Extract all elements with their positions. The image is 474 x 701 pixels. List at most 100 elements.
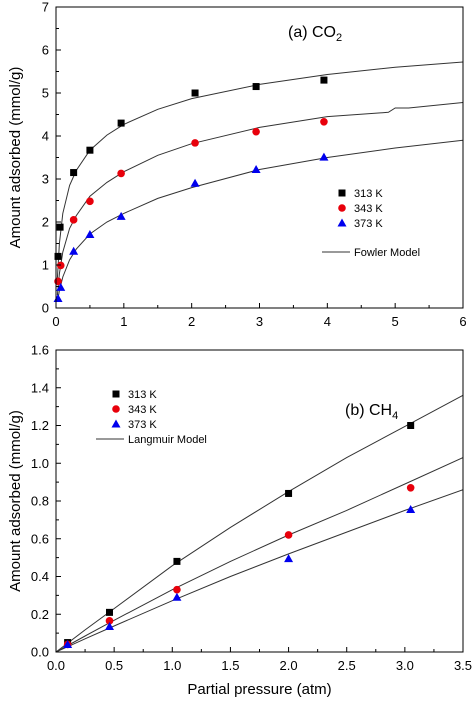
x-tick-label: 3: [256, 314, 263, 329]
x-axis-title: Partial pressure (atm): [187, 681, 331, 698]
panel-title: (b) CH4: [345, 402, 398, 422]
data-point: [407, 422, 415, 429]
y-tick-label: 1.2: [31, 418, 49, 433]
y-tick-label: 0.8: [31, 494, 49, 509]
data-point: [56, 223, 64, 231]
data-point: [284, 554, 294, 563]
data-point: [56, 282, 66, 291]
panel-title: (a) CO2: [288, 24, 342, 44]
panel-title-text: (b) CH: [345, 402, 392, 419]
y-axis-title: Amount adsorbed (mmol/g): [7, 67, 24, 249]
x-tick-label: 0: [52, 314, 59, 329]
legend-marker: [337, 218, 347, 227]
legend-entry: 313 K: [128, 389, 157, 401]
x-tick-label: 1.0: [163, 658, 181, 673]
model-curve-3: [56, 139, 463, 302]
x-tick-label: 2.0: [280, 658, 298, 673]
legend-marker: [111, 419, 121, 428]
y-tick-label: 3: [42, 172, 49, 187]
y-tick-label: 6: [42, 43, 49, 58]
x-tick-label: 1.5: [221, 658, 239, 673]
data-point: [320, 76, 328, 84]
chart-panel-a: 0 1 2 3 4 5 6 0 1 2 3 4 5 6 7 Amount adsorbed (mmol/g) (…: [7, 0, 467, 329]
y-tick-label: 0.0: [31, 645, 49, 660]
model-curves: [56, 394, 463, 652]
x-tick-label: 3.5: [454, 658, 472, 673]
legend-entry: 373 K: [354, 218, 383, 230]
data-point: [285, 489, 293, 497]
data-point: [86, 197, 94, 206]
legend-entry: 373 K: [128, 419, 157, 431]
data-point: [85, 229, 95, 238]
legend: 313 K 343 K 373 K Langmuir Model: [96, 389, 207, 446]
data-point: [105, 608, 113, 616]
chart-panel-b: 0.0 0.5 1.0 1.5 2.0 2.5 3.0 3.5 0.0 0.2 0.4 0.6 0.8 1…: [7, 343, 472, 699]
model-curves: [56, 61, 463, 302]
legend-model-entry: Langmuir Model: [128, 434, 207, 446]
data-point: [251, 165, 261, 174]
y-tick-label: 1: [42, 258, 49, 273]
y-axis-title: Amount adsorbed (mmol/g): [7, 410, 24, 592]
model-curve-1: [56, 394, 463, 652]
data-point: [53, 294, 63, 303]
series-313-K: [64, 422, 415, 647]
data-point: [54, 252, 62, 260]
data-point: [173, 557, 181, 565]
y-tick-label: 1.4: [31, 380, 49, 395]
legend-model-entry: Fowler Model: [354, 247, 420, 259]
data-point: [116, 211, 126, 220]
model-curve-2: [56, 102, 463, 296]
data-point: [172, 592, 182, 601]
plot-frame: [55, 6, 464, 309]
data-point: [320, 118, 328, 126]
x-tick-label: 5: [392, 314, 399, 329]
x-tick-label: 2.5: [338, 658, 356, 673]
y-tick-label: 0: [42, 301, 49, 316]
data-point: [190, 178, 200, 187]
legend-entry: 343 K: [128, 404, 157, 416]
legend: 313 K 343 K 373 K Fowler Model: [322, 188, 420, 259]
x-tick-label: 0.5: [105, 658, 123, 673]
legend-marker: [112, 405, 120, 413]
legend-marker: [338, 189, 346, 197]
y-tick-label: 0.2: [31, 607, 49, 622]
series-343-K: [54, 118, 328, 286]
data-point: [63, 639, 73, 648]
series-373-K: [53, 152, 329, 303]
legend-marker: [338, 204, 346, 212]
data-point: [69, 216, 78, 224]
y-tick-label: 7: [42, 0, 49, 15]
data-point: [69, 246, 79, 255]
y-tick-label: 5: [42, 86, 49, 101]
panel-title-text: (a) CO: [288, 24, 336, 41]
panel-title-subscript: 4: [392, 410, 398, 422]
model-curve-2: [56, 457, 463, 652]
x-tick-label: 4: [324, 314, 331, 329]
series-373-K: [63, 504, 416, 648]
data-point: [319, 152, 329, 161]
data-point: [105, 617, 114, 625]
data-point: [252, 127, 260, 136]
series-313-K: [54, 76, 328, 260]
y-tick-label: 1.0: [31, 456, 49, 471]
data-point: [117, 169, 125, 178]
data-point: [173, 585, 181, 594]
y-tick-label: 2: [42, 215, 49, 230]
data-point: [104, 622, 114, 631]
data-point: [406, 504, 416, 513]
data-point: [191, 139, 199, 147]
x-tick-label: 3.0: [396, 658, 414, 673]
data-point: [70, 169, 78, 177]
x-tick-label: 2: [188, 314, 195, 329]
x-tick-label: 6: [459, 314, 466, 329]
data-point: [406, 483, 415, 492]
panel-title-subscript: 2: [336, 32, 342, 44]
data-point: [252, 83, 260, 91]
data-point: [284, 531, 293, 539]
y-tick-label: 0.6: [31, 531, 49, 546]
data-point: [86, 146, 94, 154]
data-point: [117, 119, 125, 127]
y-tick-label: 0.4: [31, 569, 49, 584]
legend-entry: 343 K: [354, 203, 383, 215]
x-tick-label: 1: [120, 314, 127, 329]
